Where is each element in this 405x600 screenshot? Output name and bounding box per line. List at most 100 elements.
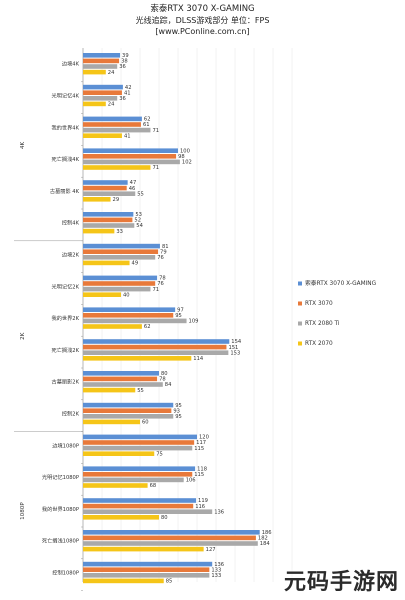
bar: [83, 96, 118, 101]
bar: [83, 541, 258, 546]
bar: [83, 159, 180, 165]
category-label: 边境2K: [62, 251, 80, 259]
bar: [83, 249, 159, 254]
bar: [83, 116, 142, 122]
bar-value-label: 71: [152, 128, 159, 134]
bar-value-label: 80: [161, 515, 168, 521]
bar-value-label: 151: [228, 345, 238, 351]
legend-swatch: [298, 281, 302, 286]
bar-value-label: 127: [206, 547, 216, 553]
bar-value-label: 98: [178, 154, 185, 160]
bar: [83, 371, 159, 376]
bar: [83, 483, 148, 488]
bar-value-label: 182: [258, 536, 268, 542]
bar-value-label: 60: [142, 420, 149, 426]
group-label: 2K: [20, 332, 26, 340]
category-label: 边境4K: [62, 60, 80, 68]
bar: [83, 307, 176, 312]
legend-swatch: [298, 321, 302, 326]
bar: [83, 530, 260, 535]
category-label: 我的世界1080P: [42, 505, 79, 513]
bar: [83, 535, 256, 541]
bar: [83, 191, 136, 196]
bar: [83, 356, 192, 361]
category-label: 我的世界2K: [52, 314, 80, 322]
bar: [83, 127, 151, 133]
bar-value-label: 117: [196, 440, 206, 446]
bar-value-label: 29: [113, 197, 120, 203]
bar: [83, 408, 172, 413]
category-label: 死亡搁浅1080P: [42, 537, 79, 545]
bar: [83, 286, 151, 292]
bar: [83, 243, 160, 249]
bar-value-label: 24: [108, 102, 115, 108]
bar: [83, 472, 193, 477]
bar-value-label: 119: [198, 498, 208, 504]
bar-value-label: 62: [144, 117, 151, 123]
bar-value-label: 80: [161, 371, 168, 377]
bar: [83, 154, 177, 159]
bar-value-label: 75: [156, 451, 163, 457]
category-label: 我的世界4K: [52, 123, 80, 131]
bar-value-label: 76: [157, 281, 164, 287]
bar-value-label: 46: [129, 186, 136, 192]
bar: [83, 451, 155, 456]
bar: [83, 197, 111, 202]
bar-value-label: 81: [162, 244, 169, 250]
bar-value-label: 106: [186, 478, 196, 484]
bar: [83, 275, 158, 281]
bar-value-label: 36: [119, 96, 126, 102]
bar-value-label: 76: [157, 255, 164, 261]
bar: [83, 101, 106, 107]
legend-swatch: [298, 301, 302, 306]
bar: [83, 515, 159, 520]
legend-label: RTX 2070: [305, 341, 333, 347]
legend-label: RTX 2080 Ti: [305, 321, 340, 327]
category-label: 光明记忆1080P: [42, 473, 79, 481]
category-label: 死亡搁浅2K: [52, 346, 80, 354]
bar: [83, 445, 193, 451]
bar: [83, 212, 134, 217]
watermark-logo: 元码手游网: [283, 570, 399, 595]
bar: [83, 339, 230, 344]
group-label: 4K: [20, 141, 26, 149]
bar-value-label: 71: [152, 287, 159, 293]
bar: [83, 148, 178, 153]
bar-value-label: 49: [132, 261, 139, 267]
bar-value-label: 78: [159, 276, 166, 282]
bar-value-label: 109: [189, 319, 199, 325]
bar: [83, 122, 141, 127]
bar: [83, 466, 196, 471]
bar-value-label: 38: [121, 59, 128, 65]
bar-value-label: 61: [143, 122, 150, 128]
bar: [83, 180, 128, 185]
category-label: 死亡搁浅4K: [52, 155, 80, 163]
category-label: 控制2K: [62, 410, 80, 418]
category-label: 控制4K: [62, 219, 80, 227]
bar-value-label: 84: [165, 382, 172, 388]
bar: [83, 546, 204, 552]
bar: [83, 503, 194, 509]
bar: [83, 185, 127, 191]
chart-subtitle: 光线追踪，DLSS游戏部分 单位：FPS: [135, 16, 270, 25]
bar: [83, 84, 123, 90]
bar: [83, 561, 213, 567]
category-label: 古墓丽影 4K: [50, 187, 80, 195]
bar-value-label: 115: [194, 446, 204, 452]
bar-value-label: 24: [108, 70, 115, 76]
bar: [83, 387, 136, 393]
bar: [83, 578, 164, 584]
bar-value-label: 102: [182, 160, 192, 166]
bar-value-label: 97: [177, 307, 184, 313]
chart-source: [www.PConline.com.cn]: [155, 27, 250, 36]
bar: [83, 217, 133, 223]
legend-label: RTX 3070: [305, 301, 333, 307]
bar: [83, 350, 229, 355]
bar: [83, 313, 174, 318]
bar-value-label: 52: [134, 218, 141, 224]
bar: [83, 567, 210, 572]
bar-value-label: 100: [180, 148, 190, 154]
bar-value-label: 78: [159, 377, 166, 383]
